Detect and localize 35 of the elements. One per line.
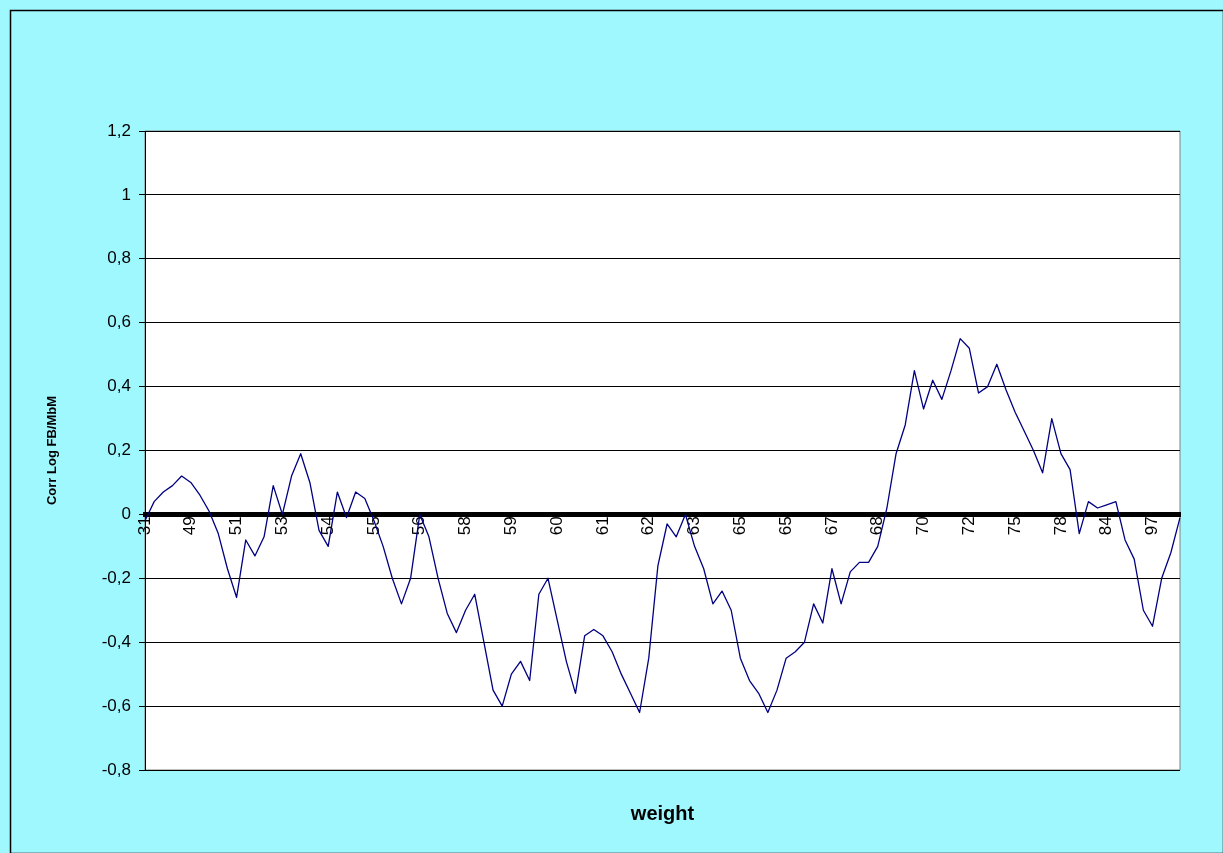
- x-tick-label: 67: [821, 516, 841, 536]
- x-tick-label: 70: [913, 516, 933, 536]
- y-tick-label: 0,8: [107, 248, 131, 268]
- x-tick-label: 78: [1050, 516, 1070, 536]
- x-tick-label: 49: [180, 516, 200, 536]
- x-tick-label: 59: [501, 516, 521, 536]
- x-tick-label: 63: [684, 516, 704, 536]
- x-tick-label: 54: [317, 516, 337, 536]
- y-tick-label: 0,2: [107, 440, 131, 460]
- x-tick-label: 61: [592, 516, 612, 536]
- x-tick-label: 53: [272, 516, 292, 536]
- x-tick-label: 31: [134, 516, 154, 536]
- y-tick-label: 0,4: [107, 376, 131, 396]
- y-tick-label: -0,4: [101, 631, 131, 651]
- y-tick-label: 0,6: [107, 312, 131, 332]
- x-tick-label: 65: [775, 516, 795, 536]
- x-tick-label: 97: [1142, 516, 1162, 536]
- x-tick-label: 75: [1004, 516, 1024, 536]
- x-tick-label: 60: [546, 516, 566, 536]
- x-tick-label: 72: [959, 516, 979, 536]
- x-tick-label: 84: [1096, 516, 1116, 536]
- x-tick-label: 68: [867, 516, 887, 536]
- x-tick-label: 62: [638, 516, 658, 536]
- x-tick-label: 55: [363, 516, 383, 536]
- y-tick-label: -0,8: [101, 759, 131, 779]
- x-tick-label: 58: [455, 516, 475, 536]
- y-tick-label: 0: [121, 504, 131, 524]
- x-tick-label: 51: [226, 516, 246, 536]
- y-tick-label: -0,2: [101, 567, 131, 587]
- y-tick-label: -0,6: [101, 695, 131, 715]
- y-axis-title: Corr Log FB/MbM: [43, 395, 59, 506]
- y-tick-label: 1: [121, 184, 131, 204]
- x-axis-title: weight: [629, 801, 695, 824]
- x-tick-label: 65: [730, 516, 750, 536]
- y-tick-label: 1,2: [107, 120, 131, 140]
